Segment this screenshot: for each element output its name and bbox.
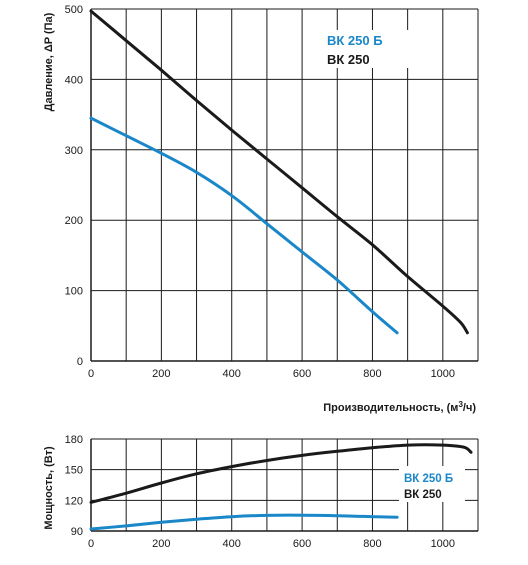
- power-series-line-bk250: [89, 443, 473, 504]
- power-x-tick-label: 800: [363, 538, 381, 550]
- pressure-y-tick-label: 500: [65, 4, 83, 16]
- pressure-chart: 0 200 400 600 800 1000 0 100 200 300 400 500 Давле…: [43, 4, 479, 414]
- pressure-legend-bk250b: ВК 250 Б: [327, 33, 383, 48]
- pressure-x-tick-label: 800: [363, 368, 381, 380]
- power-x-tick-label: 1000: [431, 538, 455, 550]
- power-series-group: [89, 443, 473, 531]
- power-legend: ВК 250 Б ВК 250: [399, 466, 465, 502]
- power-y-tick-label: 90: [71, 526, 83, 538]
- power-y-tick-label: 150: [65, 465, 83, 477]
- power-x-tick-label: 600: [293, 538, 311, 550]
- power-y-axis-label: Мощность, (Вт): [43, 446, 55, 530]
- pressure-legend: ВК 250 Б ВК 250: [322, 30, 410, 68]
- pressure-x-tick-label: 200: [152, 368, 170, 380]
- power-legend-box: [399, 466, 465, 502]
- pressure-legend-bk250: ВК 250: [327, 52, 370, 67]
- pressure-series-line-bk250: [89, 9, 469, 335]
- pressure-x-axis-label: Производительность, (м3/ч): [323, 400, 476, 414]
- power-x-tick-label: 400: [223, 538, 241, 550]
- power-legend-bk250: ВК 250: [404, 489, 442, 501]
- pressure-y-tick-label: 200: [65, 215, 83, 227]
- pressure-x-tick-label: 400: [223, 368, 241, 380]
- power-y-ticks: 90 120 150 180: [65, 434, 83, 538]
- pressure-x-tick-label: 0: [88, 368, 94, 380]
- pressure-y-ticks: 0 100 200 300 400 500: [65, 4, 83, 368]
- power-y-tick-label: 180: [65, 434, 83, 446]
- pressure-y-tick-label: 100: [65, 286, 83, 298]
- pressure-y-tick-label: 400: [65, 74, 83, 86]
- pressure-x-tick-label: 1000: [431, 368, 455, 380]
- pressure-y-tick-label: 300: [65, 145, 83, 157]
- power-legend-bk250b: ВК 250 Б: [404, 473, 453, 485]
- pressure-x-tick-label: 600: [293, 368, 311, 380]
- pressure-y-axis-label: Давление, ΔP (Па): [43, 12, 55, 111]
- power-y-tick-label: 120: [65, 495, 83, 507]
- power-x-tick-label: 200: [152, 538, 170, 550]
- pressure-series-line-bk250b: [89, 116, 399, 335]
- power-x-ticks: 0 200 400 600 800 1000: [88, 538, 455, 550]
- pressure-series-group: [89, 9, 469, 335]
- power-series-line-bk250b: [89, 513, 399, 531]
- pressure-grid: [90, 8, 479, 362]
- power-chart: 0 200 400 600 800 1000 90 120 150 180 Мощность, …: [43, 434, 479, 550]
- pressure-y-tick-label: 0: [77, 356, 83, 368]
- power-x-tick-label: 0: [88, 538, 94, 550]
- pressure-legend-box: [322, 30, 410, 68]
- pressure-x-ticks: 0 200 400 600 800 1000: [88, 368, 455, 380]
